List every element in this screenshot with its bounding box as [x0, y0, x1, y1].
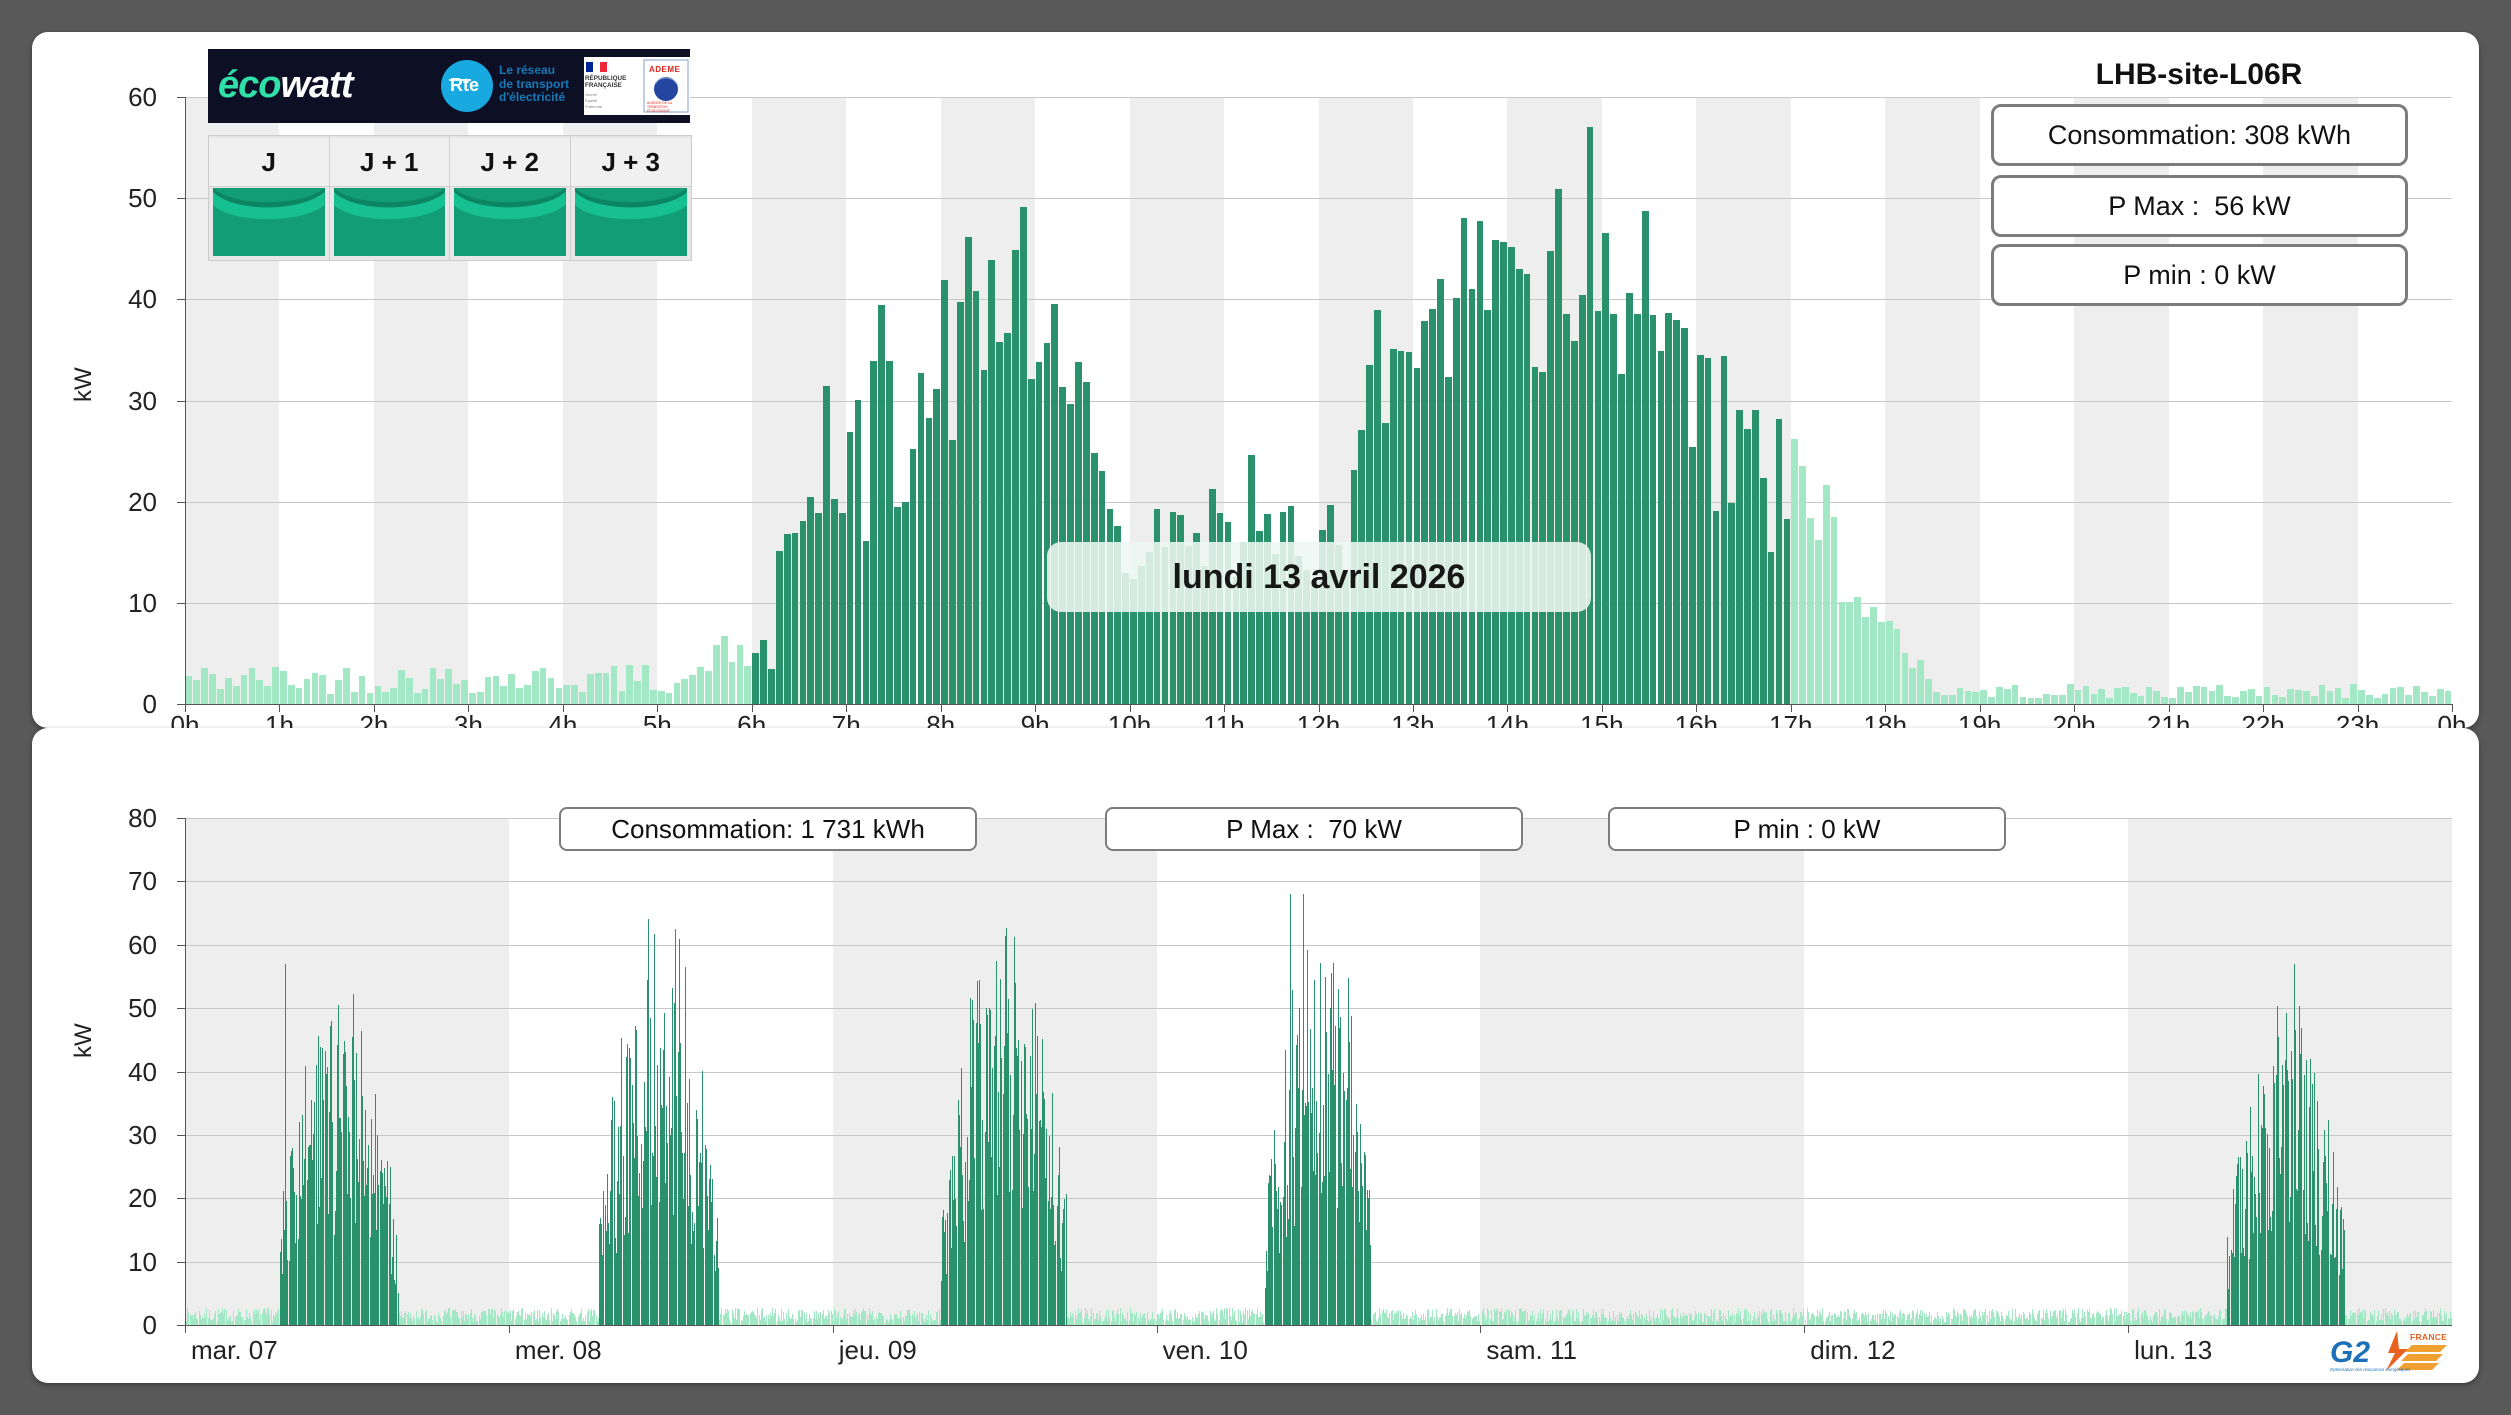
svg-text:G2: G2 [2330, 1336, 2370, 1369]
svg-text:ÉCOLOGIQUE: ÉCOLOGIQUE [647, 108, 671, 113]
svg-text:Rte: Rte [450, 75, 479, 95]
svg-text:Optimisation des ressources én: Optimisation des ressources énergétiques [2330, 1367, 2410, 1372]
svg-text:Égalité: Égalité [585, 98, 598, 103]
svg-text:RÉPUBLIQUE: RÉPUBLIQUE [585, 73, 626, 82]
svg-text:ADEME: ADEME [649, 65, 681, 74]
svg-text:Liberté: Liberté [585, 92, 598, 97]
svg-text:FRANCE: FRANCE [2410, 1332, 2447, 1342]
svg-text:Fraternité: Fraternité [585, 104, 603, 109]
svg-text:FRANÇAISE: FRANÇAISE [585, 82, 622, 89]
